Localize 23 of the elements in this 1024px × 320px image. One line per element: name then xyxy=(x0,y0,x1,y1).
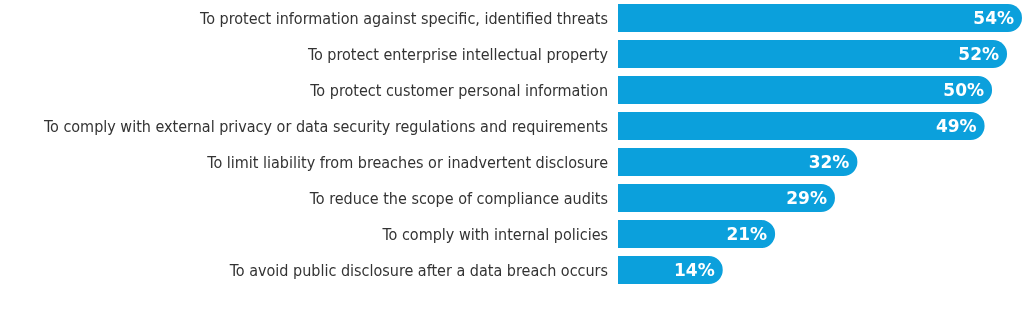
y-tick-label: To protect enterprise intellectual property xyxy=(306,44,609,64)
bar xyxy=(618,184,835,212)
y-tick-label: To avoid public disclosure after a data breach occurs xyxy=(228,260,608,280)
data-label: 49% xyxy=(935,116,977,136)
y-tick-label: To protect information against specific, identified threats xyxy=(199,8,608,28)
bar xyxy=(618,112,985,140)
bar xyxy=(618,40,1008,68)
data-label: 54% xyxy=(973,8,1014,28)
y-tick-label: To limit liability from breaches or inadvertent disclosure xyxy=(206,152,609,172)
y-tick-label: To comply with external privacy or data security regulations and requirements xyxy=(42,116,608,136)
data-label: 52% xyxy=(958,44,1000,64)
data-label: 50% xyxy=(943,80,985,100)
data-label: 29% xyxy=(786,188,827,208)
y-tick-label: To comply with internal policies xyxy=(381,224,608,244)
data-label: 32% xyxy=(808,152,850,172)
y-tick-label: To protect customer personal information xyxy=(309,80,608,100)
bar xyxy=(618,220,776,248)
y-tick-label: To reduce the scope of compliance audits xyxy=(308,188,608,208)
data-label: 14% xyxy=(674,260,715,280)
bar xyxy=(618,76,993,104)
data-label: 21% xyxy=(726,224,768,244)
bar xyxy=(618,148,858,176)
bar xyxy=(618,4,1022,32)
